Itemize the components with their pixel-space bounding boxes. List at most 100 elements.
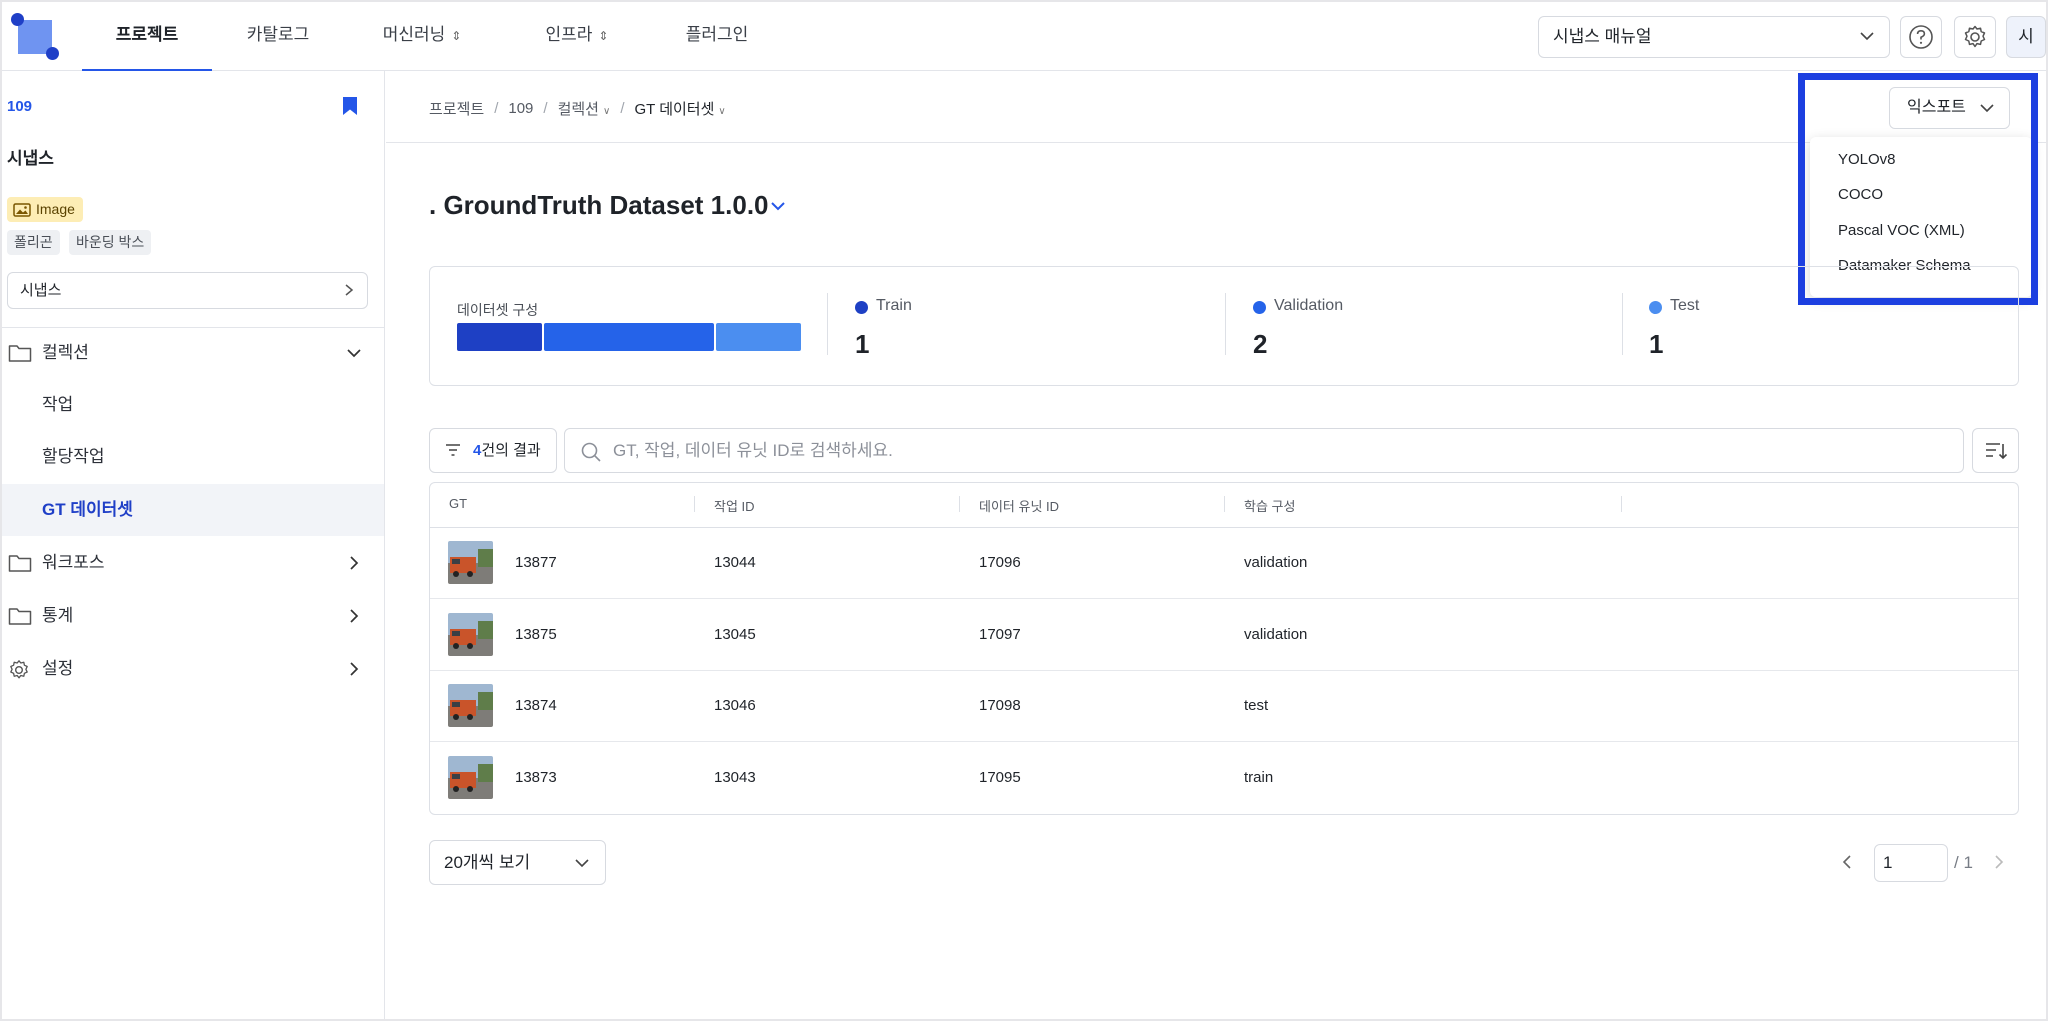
image-thumbnail[interactable]: [448, 612, 493, 656]
folder-icon: [8, 345, 32, 362]
sidebar-subitem-assignments[interactable]: 할당작업: [42, 447, 105, 466]
search-icon: [581, 442, 601, 462]
nav-tab-infra[interactable]: 인프라 ⇕: [545, 25, 609, 44]
column-header-unit-id[interactable]: 데이터 유닛 ID: [979, 499, 1060, 514]
composition-segment-validation: [544, 323, 714, 351]
cell-gt-id: 13874: [515, 697, 557, 714]
sidebar-item-statistics[interactable]: 통계: [2, 591, 384, 641]
sidebar-subitem-tasks[interactable]: 작업: [42, 395, 74, 414]
page-size-select[interactable]: 20개씩 보기: [429, 840, 606, 885]
image-thumbnail[interactable]: [448, 541, 493, 584]
search-box[interactable]: [564, 428, 1964, 473]
stat-value: 2: [1253, 329, 1268, 359]
cell-task-id: 13043: [714, 768, 756, 786]
chevron-right-icon: [350, 556, 359, 570]
train-dot-icon: [855, 301, 868, 314]
export-option-yolov8[interactable]: YOLOv8: [1838, 151, 1896, 168]
cell-split: test: [1244, 697, 1269, 714]
project-id: 109: [7, 98, 33, 115]
nav-tab-ml[interactable]: 머신러닝 ⇕: [382, 25, 462, 44]
stat-divider: [1622, 293, 1623, 355]
export-option-coco[interactable]: COCO: [1838, 186, 1883, 203]
sidebar-item-label: 설정: [42, 659, 74, 678]
dataset-title: . GroundTruth Dataset 1.0.0: [429, 190, 769, 220]
manual-select[interactable]: 시냅스 매뉴얼: [1538, 16, 1890, 58]
table-row[interactable]: 13877 13044 17096 validation: [430, 528, 2018, 599]
top-nav: 프로젝트 카탈로그 머신러닝 ⇕ 인프라 ⇕ 플러그인 시냅스 매뉴얼 시: [2, 2, 2046, 71]
breadcrumb-separator: /: [494, 100, 499, 117]
nav-tab-catalog[interactable]: 카탈로그: [246, 25, 310, 44]
stat-name: Validation: [1274, 297, 1344, 314]
settings-button[interactable]: [1954, 16, 1996, 58]
cell-unit-id: 17097: [979, 625, 1021, 643]
breadcrumb-item[interactable]: 109: [508, 100, 534, 117]
project-type-label: Image: [36, 201, 75, 217]
table-row[interactable]: 13873 13043 17095 train: [430, 743, 2018, 814]
breadcrumb: 프로젝트 / 109 / 컬렉션 ∨ / GT 데이터셋 ∨: [429, 98, 726, 119]
tag-polygon: 폴리곤: [7, 230, 60, 255]
nav-tab-plugins[interactable]: 플러그인: [685, 25, 749, 44]
test-dot-icon: [1649, 301, 1662, 314]
chevron-down-icon: [575, 859, 589, 868]
bookmark-icon[interactable]: [341, 96, 359, 116]
cell-unit-id: 17096: [979, 554, 1021, 571]
image-icon: [13, 202, 31, 217]
nav-tab-projects[interactable]: 프로젝트: [82, 2, 212, 71]
column-divider: [1621, 496, 1622, 512]
settings-icon: [1964, 25, 1986, 48]
sidebar-item-label: 컬렉션: [42, 343, 89, 362]
chevron-right-icon: [345, 284, 354, 296]
tag-bounding-box: 바운딩 박스: [69, 230, 152, 255]
breadcrumb-item-dropdown[interactable]: 컬렉션 ∨: [557, 101, 611, 118]
table-row[interactable]: 13875 13045 17097 validation: [430, 600, 2018, 671]
export-button[interactable]: 익스포트: [1889, 87, 2010, 129]
help-button[interactable]: [1900, 16, 1942, 58]
cell-split: train: [1244, 768, 1274, 786]
stat-value: 1: [1649, 329, 1664, 359]
chevron-right-icon: [350, 662, 359, 676]
export-option-datamaker-schema[interactable]: Datamaker Schema: [1838, 257, 1971, 274]
folder-icon: [8, 555, 32, 572]
sidebar-divider: [2, 327, 384, 328]
help-icon: [1909, 25, 1933, 49]
cell-split: validation: [1244, 554, 1308, 571]
breadcrumb-current[interactable]: GT 데이터셋 ∨: [634, 101, 726, 118]
cell-task-id: 13044: [714, 554, 756, 571]
sidebar-subitem-gt-dataset[interactable]: GT 데이터셋: [2, 484, 384, 536]
sidebar-item-workforce[interactable]: 워크포스: [2, 538, 384, 588]
chevron-down-icon: [347, 349, 361, 358]
sidebar-item-label: 통계: [42, 606, 74, 625]
column-header-split[interactable]: 학습 구성: [1244, 499, 1296, 514]
page-size-value: 20개씩 보기: [444, 853, 531, 872]
sort-button[interactable]: [1972, 428, 2019, 473]
column-divider: [959, 496, 960, 512]
project-select[interactable]: 시냅스: [7, 272, 368, 309]
filter-button[interactable]: 4건의 결과: [429, 428, 557, 473]
image-thumbnail[interactable]: [448, 755, 493, 799]
breadcrumb-separator: /: [543, 100, 548, 117]
page-number-input[interactable]: 1: [1874, 844, 1948, 882]
column-header-task-id[interactable]: 작업 ID: [714, 499, 755, 514]
breadcrumb-item[interactable]: 프로젝트: [429, 101, 485, 118]
column-header-gt[interactable]: GT: [449, 496, 468, 511]
cell-gt-id: 13875: [515, 625, 557, 643]
composition-segment-test: [716, 323, 801, 351]
sidebar-item-collections[interactable]: 컬렉션: [2, 328, 384, 378]
up-down-chevron-icon: ⇕: [451, 29, 462, 43]
project-select-value: 시냅스: [20, 282, 62, 299]
export-option-pascal-voc[interactable]: Pascal VOC (XML): [1838, 222, 1965, 239]
sidebar-item-label: 워크포스: [42, 553, 105, 572]
chevron-down-icon: [1860, 32, 1874, 41]
user-avatar[interactable]: 시: [2006, 16, 2046, 58]
manual-select-value: 시냅스 매뉴얼: [1553, 27, 1652, 46]
chevron-down-icon[interactable]: [768, 196, 788, 216]
chevron-right-icon[interactable]: [1992, 853, 2006, 871]
app-logo[interactable]: [8, 10, 60, 62]
chevron-left-icon[interactable]: [1840, 853, 1854, 871]
sidebar-item-settings[interactable]: 설정: [2, 644, 384, 694]
cell-task-id: 13045: [714, 625, 756, 643]
header-divider: [386, 142, 2046, 143]
image-thumbnail[interactable]: [448, 684, 493, 727]
table-row[interactable]: 13874 13046 17098 test: [430, 671, 2018, 742]
search-input[interactable]: [613, 429, 1953, 472]
